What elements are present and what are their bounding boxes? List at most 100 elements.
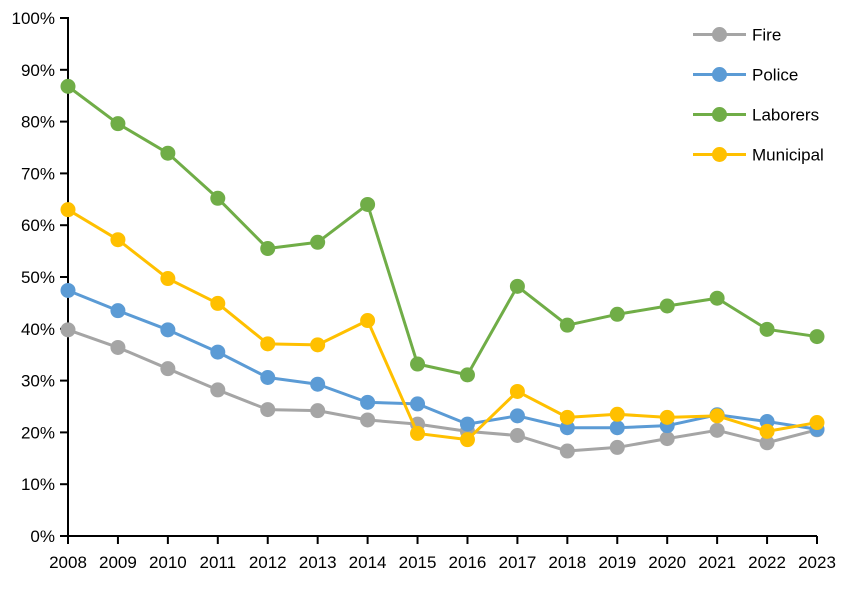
x-axis-year-label: 2009 [99, 553, 137, 572]
x-axis-year-label: 2013 [299, 553, 337, 572]
data-point-fire-2020 [659, 431, 675, 447]
x-axis-year-label: 2016 [449, 553, 487, 572]
data-point-laborers-2020 [659, 298, 675, 314]
data-point-fire-2022 [759, 435, 775, 451]
x-axis-year-label: 2022 [748, 553, 786, 572]
data-point-police-2011 [210, 344, 226, 360]
y-axis-tick-label: 30% [21, 372, 55, 391]
data-point-laborers-2011 [210, 190, 226, 206]
data-point-municipal-2017 [509, 383, 525, 399]
y-axis-tick-label: 10% [21, 475, 55, 494]
data-point-municipal-2015 [410, 425, 426, 441]
x-axis-year-label: 2012 [249, 553, 287, 572]
y-axis-tick-label: 0% [30, 527, 55, 546]
x-axis-year-label: 2010 [149, 553, 187, 572]
data-point-municipal-2018 [559, 409, 575, 425]
legend-item-municipal: Municipal [693, 146, 824, 165]
legend-item-fire: Fire [693, 26, 781, 45]
data-point-municipal-2009 [110, 232, 126, 248]
legend-item-laborers: Laborers [693, 106, 819, 125]
data-point-municipal-2021 [709, 408, 725, 424]
data-point-fire-2021 [709, 422, 725, 438]
data-point-police-2012 [260, 369, 276, 385]
data-point-fire-2019 [609, 439, 625, 455]
data-point-laborers-2021 [709, 290, 725, 306]
data-point-police-2013 [310, 376, 326, 392]
x-axis-year-label: 2021 [698, 553, 736, 572]
legend-marker-icon [712, 107, 727, 122]
data-point-municipal-2022 [759, 423, 775, 439]
data-point-fire-2009 [110, 339, 126, 355]
data-point-police-2015 [410, 396, 426, 412]
data-point-municipal-2013 [310, 337, 326, 353]
data-point-laborers-2008 [60, 78, 76, 94]
legend-marker-icon [712, 67, 727, 82]
data-point-municipal-2008 [60, 202, 76, 218]
data-point-municipal-2020 [659, 409, 675, 425]
y-axis-tick-label: 20% [21, 423, 55, 442]
data-point-municipal-2014 [360, 313, 376, 329]
series-line-laborers [66, 84, 819, 377]
x-axis-year-label: 2019 [598, 553, 636, 572]
data-point-police-2018 [559, 420, 575, 436]
x-axis-year-label: 2023 [798, 553, 836, 572]
data-point-municipal-2012 [260, 336, 276, 352]
data-point-police-2017 [509, 408, 525, 424]
y-axis-tick-label: 80% [21, 113, 55, 132]
data-point-police-2010 [160, 322, 176, 338]
x-axis-year-label: 2008 [49, 553, 87, 572]
data-point-laborers-2015 [410, 356, 426, 372]
data-point-laborers-2013 [310, 234, 326, 250]
data-point-fire-2010 [160, 361, 176, 377]
data-point-laborers-2010 [160, 145, 176, 161]
data-point-fire-2018 [559, 443, 575, 459]
y-axis-tick-label: 90% [21, 61, 55, 80]
y-axis-tick-label: 50% [21, 268, 55, 287]
legend-item-police: Police [693, 66, 798, 85]
data-point-laborers-2009 [110, 116, 126, 132]
x-axis-year-label: 2017 [498, 553, 536, 572]
data-point-laborers-2012 [260, 241, 276, 257]
axis-lines [67, 17, 817, 537]
y-axis-tick-label: 40% [21, 320, 55, 339]
y-axis-tick-label: 60% [21, 216, 55, 235]
legend-marker-icon [712, 147, 727, 162]
data-point-police-2008 [60, 282, 76, 298]
data-point-laborers-2017 [509, 278, 525, 294]
legend-label-fire: Fire [752, 26, 781, 45]
data-point-fire-2013 [310, 403, 326, 419]
legend-label-police: Police [752, 66, 798, 85]
series-line-municipal [66, 208, 819, 442]
data-point-laborers-2022 [759, 321, 775, 337]
x-axis-year-label: 2018 [548, 553, 586, 572]
data-point-fire-2008 [60, 322, 76, 338]
data-point-municipal-2019 [609, 406, 625, 422]
data-point-laborers-2019 [609, 306, 625, 322]
x-axis-year-label: 2015 [399, 553, 437, 572]
x-axis-year-label: 2020 [648, 553, 686, 572]
data-point-fire-2012 [260, 402, 276, 418]
data-point-fire-2014 [360, 412, 376, 428]
data-point-police-2016 [459, 416, 475, 432]
data-point-laborers-2018 [559, 317, 575, 333]
series-line-fire [66, 328, 819, 453]
data-point-police-2014 [360, 394, 376, 410]
data-point-laborers-2014 [360, 196, 376, 212]
data-point-fire-2017 [509, 428, 525, 444]
legend-marker-icon [712, 27, 727, 42]
x-axis-year-label: 2011 [200, 553, 237, 572]
x-axis-year-label: 2014 [349, 553, 387, 572]
data-point-laborers-2016 [459, 367, 475, 383]
data-point-police-2019 [609, 420, 625, 436]
legend-label-laborers: Laborers [752, 106, 819, 125]
data-point-laborers-2023 [809, 329, 825, 345]
data-point-municipal-2023 [809, 415, 825, 431]
y-axis-tick-label: 100% [12, 9, 55, 28]
data-point-municipal-2010 [160, 271, 176, 287]
y-axis-tick-label: 70% [21, 164, 55, 183]
data-point-police-2009 [110, 303, 126, 319]
data-point-municipal-2016 [459, 432, 475, 448]
data-point-municipal-2011 [210, 295, 226, 311]
